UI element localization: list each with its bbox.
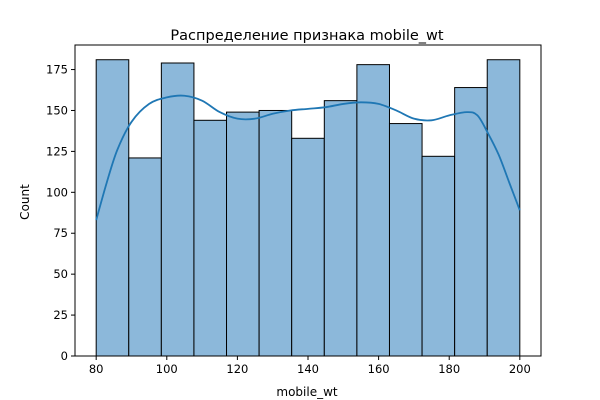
y-tick-label: 75 xyxy=(53,226,68,240)
y-tick-label: 150 xyxy=(46,103,68,117)
histogram-bar xyxy=(160,62,195,357)
histogram-bar xyxy=(323,100,358,357)
histogram-bar xyxy=(193,119,228,357)
histogram-bar xyxy=(486,59,521,357)
y-tick-label: 0 xyxy=(61,349,68,363)
y-tick-label: 100 xyxy=(46,185,68,199)
histogram-bar xyxy=(226,111,260,357)
x-tick-label: 200 xyxy=(509,362,531,376)
x-tick-label: 160 xyxy=(368,362,390,376)
histogram-bar xyxy=(258,109,293,357)
x-tick-label: 140 xyxy=(297,362,319,376)
histogram-bar xyxy=(388,123,423,357)
x-tick-label: 180 xyxy=(438,362,460,376)
histogram-bar xyxy=(454,87,488,357)
histogram-bar xyxy=(291,137,325,357)
histogram-bar xyxy=(128,157,162,357)
y-tick-label: 50 xyxy=(53,267,68,281)
histogram-bar xyxy=(356,64,390,357)
kde-line xyxy=(95,94,521,221)
histogram-bar xyxy=(95,59,130,357)
x-tick-label: 100 xyxy=(156,362,178,376)
y-tick-label: 175 xyxy=(46,63,68,77)
y-axis-label: Count xyxy=(18,184,32,220)
plot-area: 80 100 120 140 160 180 200 0 25 50 75 100 125 150 175 xyxy=(46,44,542,376)
histogram-bar xyxy=(421,155,456,357)
chart-title: Распределение признака mobile_wt xyxy=(170,28,443,44)
y-tick-label: 125 xyxy=(46,144,68,158)
x-axis-label: mobile_wt xyxy=(276,385,338,399)
x-tick-label: 80 xyxy=(89,362,104,376)
x-tick-label: 120 xyxy=(226,362,248,376)
y-tick-label: 25 xyxy=(53,308,68,322)
